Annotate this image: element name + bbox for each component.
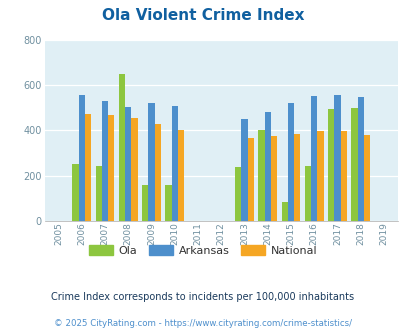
Bar bbox=[142, 185, 148, 221]
Bar bbox=[357, 97, 363, 221]
Text: © 2025 CityRating.com - https://www.cityrating.com/crime-statistics/: © 2025 CityRating.com - https://www.city… bbox=[54, 319, 351, 328]
Bar bbox=[102, 101, 108, 221]
Bar bbox=[85, 114, 91, 221]
Bar bbox=[234, 167, 241, 221]
Bar bbox=[148, 103, 154, 221]
Bar bbox=[258, 130, 264, 221]
Bar bbox=[293, 134, 300, 221]
Bar bbox=[108, 115, 114, 221]
Bar bbox=[119, 74, 125, 221]
Bar bbox=[241, 119, 247, 221]
Bar bbox=[247, 138, 253, 221]
Legend: Ola, Arkansas, National: Ola, Arkansas, National bbox=[84, 241, 321, 260]
Bar bbox=[327, 110, 333, 221]
Bar bbox=[304, 166, 310, 221]
Bar bbox=[317, 131, 323, 221]
Bar bbox=[363, 135, 369, 221]
Bar bbox=[96, 166, 102, 221]
Bar bbox=[125, 107, 131, 221]
Bar bbox=[340, 131, 346, 221]
Bar bbox=[264, 112, 270, 221]
Text: Ola Violent Crime Index: Ola Violent Crime Index bbox=[102, 8, 303, 23]
Bar bbox=[171, 106, 177, 221]
Bar bbox=[350, 108, 357, 221]
Bar bbox=[79, 95, 85, 221]
Bar bbox=[165, 185, 171, 221]
Bar bbox=[287, 103, 293, 221]
Bar bbox=[131, 118, 137, 221]
Bar bbox=[333, 95, 340, 221]
Bar bbox=[310, 96, 317, 221]
Bar bbox=[177, 130, 184, 221]
Bar bbox=[72, 164, 79, 221]
Bar bbox=[154, 124, 160, 221]
Bar bbox=[281, 203, 287, 221]
Bar bbox=[270, 136, 277, 221]
Text: Crime Index corresponds to incidents per 100,000 inhabitants: Crime Index corresponds to incidents per… bbox=[51, 292, 354, 302]
